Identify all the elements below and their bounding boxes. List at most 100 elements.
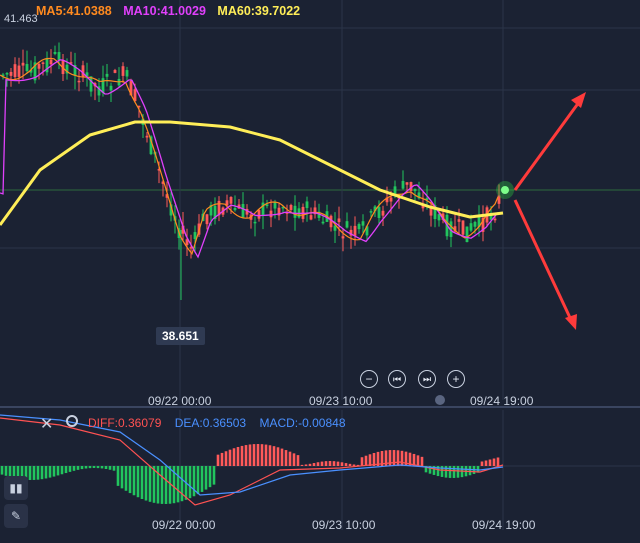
macd-bar bbox=[212, 466, 216, 485]
candle bbox=[193, 232, 197, 240]
candle bbox=[429, 205, 433, 216]
dea-line bbox=[0, 414, 504, 496]
macd-bar bbox=[388, 450, 392, 466]
candle bbox=[209, 205, 213, 216]
macd-bar bbox=[172, 466, 176, 504]
candle bbox=[25, 63, 29, 72]
zoom-in-button[interactable]: + bbox=[447, 370, 465, 388]
macd-bar bbox=[192, 466, 196, 497]
indicator-icon[interactable]: ▮▮ bbox=[4, 476, 28, 500]
candle bbox=[241, 203, 245, 218]
macd-bar bbox=[304, 464, 308, 466]
macd-bar bbox=[92, 466, 96, 469]
candle bbox=[305, 201, 309, 209]
ma60-line bbox=[0, 120, 504, 226]
candle bbox=[261, 202, 265, 216]
macd-bar bbox=[216, 454, 220, 466]
macd-bar bbox=[24, 466, 28, 480]
macd-bar bbox=[76, 466, 80, 470]
macd-bar bbox=[156, 466, 160, 504]
scroll-forward-button[interactable]: ⏭ bbox=[418, 370, 436, 388]
pane-divider[interactable] bbox=[0, 406, 640, 408]
candle bbox=[13, 64, 17, 77]
macd-legend: DIFF:0.36079 DEA:0.36503 MACD:-0.00848 bbox=[88, 416, 356, 430]
candle bbox=[321, 221, 325, 224]
candle bbox=[409, 182, 413, 191]
candle bbox=[77, 80, 81, 83]
candle bbox=[497, 195, 501, 204]
zoom-out-button[interactable]: − bbox=[360, 370, 378, 388]
macd-bar bbox=[320, 461, 324, 466]
macd-bar bbox=[376, 451, 380, 466]
macd-bar bbox=[352, 464, 356, 466]
macd-bar bbox=[204, 466, 208, 490]
candle bbox=[37, 63, 41, 69]
candle bbox=[29, 69, 33, 73]
time-label: 09/22 00:00 bbox=[148, 394, 212, 408]
candle bbox=[225, 200, 229, 206]
macd-bar bbox=[200, 466, 204, 492]
candle bbox=[421, 204, 425, 209]
candle bbox=[449, 221, 453, 237]
macd-bar bbox=[128, 466, 132, 494]
macd-bar bbox=[380, 451, 384, 466]
macd-bar bbox=[484, 460, 488, 466]
macd-bar bbox=[392, 450, 396, 466]
gear-icon[interactable] bbox=[66, 415, 78, 427]
candle bbox=[129, 81, 133, 96]
macd-bar bbox=[328, 461, 332, 466]
candle bbox=[457, 219, 461, 222]
macd-bar bbox=[288, 451, 292, 466]
macd-bar bbox=[72, 466, 76, 471]
current-price-dot bbox=[501, 186, 509, 194]
macd-bar bbox=[228, 449, 232, 466]
down-arrow-head bbox=[565, 314, 577, 330]
down-arrow-shaft bbox=[513, 199, 574, 323]
candle bbox=[269, 210, 273, 218]
candle bbox=[369, 211, 373, 213]
macd-bar bbox=[64, 466, 68, 474]
macd-time-label: 09/22 00:00 bbox=[152, 518, 216, 532]
up-arrow-shaft bbox=[513, 97, 584, 191]
macd-bar bbox=[448, 466, 452, 478]
candle bbox=[137, 105, 141, 108]
macd-bar bbox=[100, 466, 104, 469]
macd-bar bbox=[48, 466, 52, 478]
macd-bar bbox=[232, 448, 236, 466]
candle bbox=[317, 211, 321, 218]
candle bbox=[477, 215, 481, 227]
candle bbox=[1, 74, 5, 77]
candle bbox=[57, 52, 61, 61]
macd-bar bbox=[432, 466, 436, 475]
candle bbox=[401, 180, 405, 189]
macd-bar bbox=[208, 466, 212, 488]
macd-bar bbox=[32, 466, 36, 480]
scroll-handle bbox=[435, 395, 445, 405]
macd-bar bbox=[348, 463, 352, 466]
candle bbox=[189, 247, 193, 249]
candle bbox=[213, 205, 217, 219]
candle bbox=[257, 210, 261, 219]
macd-bar bbox=[168, 466, 172, 504]
candle bbox=[385, 197, 389, 203]
candle bbox=[353, 225, 357, 236]
candle bbox=[453, 226, 457, 232]
candle bbox=[181, 225, 185, 234]
up-arrow-head bbox=[571, 92, 586, 108]
candle bbox=[265, 204, 269, 207]
candle bbox=[329, 215, 333, 228]
macd-bar bbox=[256, 444, 260, 466]
close-icon[interactable]: ✕ bbox=[40, 416, 54, 433]
ma10-value: MA10:41.0029 bbox=[123, 4, 206, 18]
dea-value: DEA:0.36503 bbox=[174, 416, 247, 430]
macd-bar bbox=[384, 450, 388, 466]
scroll-back-button[interactable]: ⏮ bbox=[388, 370, 406, 388]
macd-bar bbox=[36, 466, 40, 480]
pen-icon[interactable]: ✎ bbox=[4, 504, 28, 528]
candle bbox=[293, 205, 297, 218]
macd-bar bbox=[252, 444, 256, 466]
macd-bar bbox=[44, 466, 48, 479]
candle bbox=[165, 194, 169, 198]
candle bbox=[425, 198, 429, 200]
